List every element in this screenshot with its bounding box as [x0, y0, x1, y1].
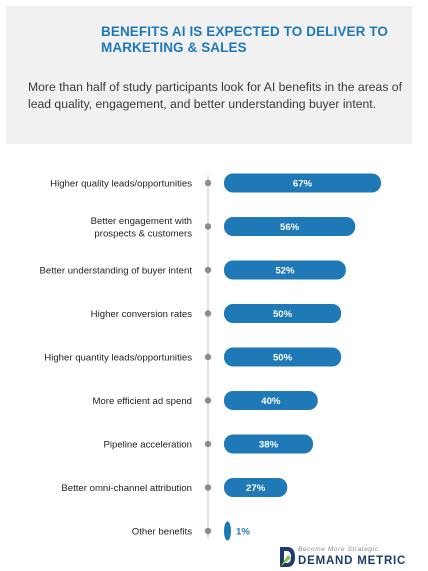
axis-tick-dot	[204, 310, 212, 317]
data-label: 40%	[261, 396, 281, 407]
data-label: 50%	[273, 309, 293, 320]
category-label: Higher conversion rates	[91, 309, 193, 320]
bar-chart: 67% Higher quality leads/opportunities 56%…	[39, 173, 381, 541]
axis-tick-dot	[204, 179, 212, 187]
demand-metric-logo-icon	[280, 547, 295, 567]
bar	[224, 304, 342, 323]
axis-tick-dot	[204, 440, 212, 448]
data-label: 56%	[280, 222, 300, 233]
category-label: More efficient ad spend	[92, 396, 192, 407]
brand-name: DEMAND METRIC	[298, 555, 407, 567]
category-label: prospects & customers	[94, 228, 192, 239]
header-panel	[6, 6, 412, 144]
category-label: Better omni-channel attribution	[61, 483, 192, 494]
axis-tick-dot	[204, 397, 212, 404]
category-label: Pipeline acceleration	[103, 440, 192, 451]
data-label: 52%	[275, 266, 295, 277]
data-label: 67%	[293, 179, 313, 190]
bar	[224, 478, 288, 497]
bar	[224, 260, 346, 280]
category-label: Better engagement with	[91, 216, 192, 227]
axis-tick-dot	[204, 527, 212, 535]
axis-tick-dot	[204, 353, 212, 361]
bar	[224, 434, 314, 454]
bar	[224, 391, 318, 410]
axis-tick-dot	[204, 223, 212, 230]
bar	[224, 347, 342, 367]
data-label: 38%	[259, 440, 279, 451]
category-label: Higher quantity leads/opportunities	[44, 353, 192, 364]
category-label: Other benefits	[132, 527, 192, 538]
chart-subtitle: More than half of study participants loo…	[28, 80, 402, 111]
bar	[224, 521, 231, 541]
demand-metric-logo: Become More Strategic DEMAND METRIC	[278, 543, 428, 571]
brand-tagline: Become More Strategic	[298, 546, 379, 553]
data-label: 50%	[273, 353, 293, 364]
axis-tick-dot	[204, 484, 212, 491]
bar	[224, 217, 356, 236]
data-label: 1%	[236, 527, 250, 538]
chart-title: BENEFITS AI IS EXPECTED TO DELIVER TO MA…	[101, 24, 388, 55]
bar	[224, 173, 381, 193]
category-label: Higher quality leads/opportunities	[50, 179, 192, 190]
data-label: 27%	[246, 483, 266, 494]
axis-tick-dot	[204, 266, 212, 274]
category-label: Better understanding of buyer intent	[39, 266, 192, 277]
